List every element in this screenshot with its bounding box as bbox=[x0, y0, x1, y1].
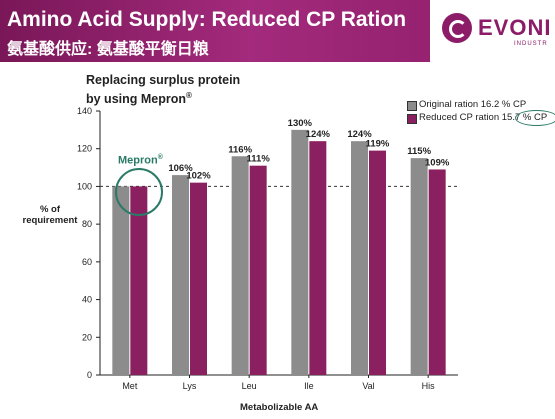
y-tick-label: 20 bbox=[82, 332, 92, 342]
y-tick-label: 120 bbox=[77, 144, 92, 154]
logo-area: EVONI INDUSTR bbox=[430, 0, 555, 62]
bar-original bbox=[112, 186, 130, 375]
evonik-logo-icon bbox=[442, 13, 472, 43]
y-tick-label: 80 bbox=[82, 219, 92, 229]
bar-original bbox=[410, 158, 428, 375]
logo-subtext: INDUSTR bbox=[514, 41, 548, 47]
x-tick-label: His bbox=[422, 381, 435, 391]
mepron-text: Mepron bbox=[118, 154, 158, 167]
data-label: 130% bbox=[288, 118, 313, 129]
y-axis-label-line1: % of bbox=[39, 204, 61, 215]
bar-reduced bbox=[190, 182, 207, 375]
bar-reduced bbox=[309, 141, 327, 375]
x-tick-label: Val bbox=[362, 381, 374, 391]
met-highlight-circle bbox=[115, 168, 163, 216]
chart-title-line1: Replacing surplus protein bbox=[86, 73, 241, 87]
data-label: 102% bbox=[186, 171, 211, 182]
legend-swatch-original bbox=[407, 101, 417, 111]
slide-title: Amino Acid Supply: Reduced CP Ration bbox=[7, 8, 407, 31]
bar-reduced bbox=[130, 186, 148, 375]
x-tick-label: Met bbox=[122, 381, 138, 391]
y-tick-label: 60 bbox=[82, 257, 92, 267]
mepron-registered-mark: ® bbox=[157, 154, 163, 161]
x-axis-label: Metabolizable AA bbox=[240, 402, 319, 413]
y-tick-label: 140 bbox=[77, 106, 92, 116]
bar-original bbox=[172, 175, 189, 375]
bar-original bbox=[351, 141, 368, 375]
y-tick-label: 40 bbox=[82, 295, 92, 305]
bar-original bbox=[231, 156, 249, 375]
legend-label-original: Original ration 16.2 % CP bbox=[419, 99, 527, 110]
slide-title-chinese: 氨基酸供应: 氨基酸平衡日粮 bbox=[7, 41, 209, 58]
y-axis-label: % of requirement bbox=[18, 204, 82, 226]
highlight-oval bbox=[515, 110, 555, 126]
logo-text: EVONI bbox=[478, 15, 552, 40]
data-label: 124% bbox=[306, 129, 331, 140]
slide-header: Amino Acid Supply: Reduced CP Ration 氨基酸… bbox=[0, 0, 555, 62]
chart-title: Replacing surplus protein by using Mepro… bbox=[86, 72, 240, 107]
x-tick-label: Ile bbox=[304, 381, 314, 391]
registered-mark: ® bbox=[186, 91, 192, 100]
data-label: 119% bbox=[366, 139, 390, 150]
bar-reduced bbox=[249, 165, 267, 375]
mepron-annotation: Mepron® bbox=[118, 154, 163, 167]
data-label: 106% bbox=[168, 163, 193, 174]
legend-item-original: Original ration 16.2 % CP bbox=[407, 99, 547, 112]
data-label: 109% bbox=[425, 157, 450, 168]
legend-label-reduced: Reduced CP ration bbox=[419, 112, 500, 123]
data-label: 111% bbox=[247, 154, 271, 165]
data-label: 124% bbox=[347, 129, 372, 140]
chart-title-line2: by using Mepron bbox=[86, 92, 186, 107]
data-label: 115% bbox=[407, 146, 431, 157]
data-label: 116% bbox=[228, 144, 252, 155]
bar-reduced bbox=[428, 169, 446, 375]
x-tick-label: Lys bbox=[183, 381, 197, 391]
x-tick-label: Leu bbox=[242, 381, 257, 391]
y-tick-label: 0 bbox=[87, 370, 92, 380]
bar-original bbox=[291, 129, 309, 375]
y-axis-label-line2: requirement bbox=[22, 215, 78, 226]
legend-swatch-reduced bbox=[407, 114, 417, 124]
y-tick-label: 100 bbox=[77, 181, 92, 191]
bar-reduced bbox=[369, 150, 386, 375]
